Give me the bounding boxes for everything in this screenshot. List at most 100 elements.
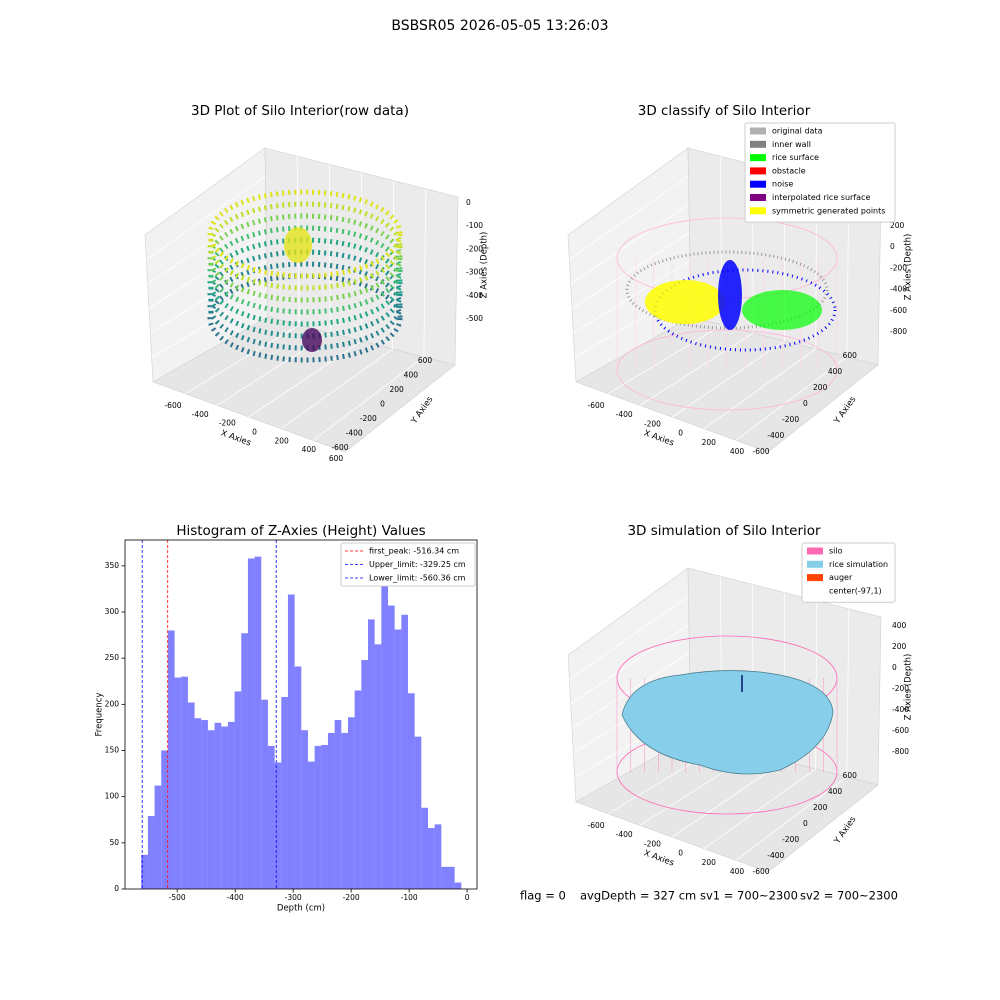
y-tick-label: 0: [114, 884, 119, 893]
y-tick-label: 100: [105, 792, 120, 801]
bar: [234, 691, 242, 889]
bar: [287, 594, 295, 889]
bar: [207, 730, 215, 889]
y-tick-label: 0: [380, 400, 385, 409]
legend-label: Upper_limit: -329.25 cm: [369, 560, 466, 569]
z-tick-label: -400: [892, 705, 909, 714]
z-tick-label: 200: [892, 642, 907, 651]
axis-label: Z Axies (Depth): [480, 232, 490, 299]
x-tick-label: 400: [730, 867, 745, 876]
bar: [194, 718, 202, 889]
legend-swatch: [750, 154, 766, 162]
x-tick-label: -600: [587, 821, 604, 830]
z-tick-label: -200: [892, 684, 909, 693]
bar: [367, 619, 375, 889]
z-tick-label: -500: [466, 314, 483, 323]
y-tick-label: 300: [105, 607, 120, 616]
pane: [575, 736, 879, 873]
legend-swatch: [750, 207, 766, 215]
bar: [441, 866, 449, 889]
y-tick-label: -600: [331, 443, 348, 452]
y-tick-label: -200: [782, 415, 799, 424]
bar: [414, 736, 422, 889]
bar: [387, 605, 395, 889]
bar: [274, 762, 282, 889]
legend-swatch: [750, 167, 766, 175]
point-ring: [207, 237, 403, 327]
x-tick-label: -600: [587, 401, 604, 410]
x-tick-label: 0: [252, 428, 257, 437]
bar: [241, 633, 248, 889]
x-tick-label: -400: [616, 830, 633, 839]
legend-box: [744, 122, 896, 223]
legend-swatch: [750, 194, 766, 201]
legend-swatch: [750, 140, 766, 148]
bar: [261, 699, 268, 889]
legend-label: noise: [772, 180, 793, 189]
subplot-title: 3D simulation of Silo Interior: [627, 523, 821, 539]
legend-label: symmetric generated points: [772, 206, 885, 215]
bar: [227, 721, 235, 889]
legend-label: auger: [829, 573, 853, 582]
legend-swatch: [750, 180, 766, 188]
bar: [394, 629, 402, 889]
legend-swatch: [807, 560, 823, 568]
z-tick-label: -300: [466, 268, 483, 277]
axis-label: Y Axies: [832, 814, 859, 846]
bar: [401, 614, 408, 889]
point-ring: [207, 225, 403, 315]
bar: [381, 575, 388, 889]
bar: [321, 744, 328, 889]
x-tick-label: 200: [275, 436, 290, 445]
y-tick-label: 200: [390, 385, 405, 394]
point-ring: [625, 250, 829, 330]
rice-surface: [621, 670, 834, 775]
bar: [141, 854, 148, 889]
y-tick-label: 600: [843, 351, 858, 360]
z-tick-label: -800: [892, 747, 909, 756]
bar: [454, 882, 462, 889]
point-cluster: [742, 290, 822, 330]
x-tick-label: -400: [192, 410, 209, 419]
y-tick-label: -200: [360, 414, 377, 423]
z-tick-label: -600: [892, 726, 909, 735]
legend-label: obstacle: [772, 166, 806, 175]
legend-label: first_peak: -516.34 cm: [369, 547, 459, 556]
pane-grid: [569, 595, 689, 680]
bar: [147, 816, 155, 889]
x-tick-label: -200: [219, 419, 236, 428]
bar: [341, 732, 348, 889]
x-tick-label: -600: [164, 401, 181, 410]
y-tick-label: -200: [782, 835, 799, 844]
x-tick-label: -400: [227, 893, 244, 902]
y-tick-label: 250: [105, 653, 120, 662]
x-tick-label: 0: [678, 429, 683, 438]
bar: [307, 761, 315, 889]
legend-label: interpolated rice surface: [772, 193, 870, 202]
subplot-title: 3D classify of Silo Interior: [638, 103, 811, 119]
axes-frame: [124, 539, 478, 890]
pane-grid: [607, 324, 723, 395]
legend-label: inner wall: [772, 140, 811, 149]
x-tick-label: -500: [169, 893, 186, 902]
bar: [407, 693, 415, 889]
legend-box: [801, 542, 896, 603]
bar: [187, 702, 195, 889]
z-tick-label: -400: [466, 291, 483, 300]
bar: [254, 556, 262, 889]
z-tick-label: 0: [466, 198, 471, 207]
bar: [301, 730, 308, 889]
x-tick-label: 600: [329, 454, 344, 463]
pane-grid: [328, 164, 331, 334]
point-ring: [207, 201, 403, 291]
y-tick-label: -600: [752, 867, 769, 876]
axis-label: Z Axies (Depth): [904, 654, 914, 721]
bar: [361, 660, 368, 889]
bar: [247, 558, 255, 889]
x-tick-label: -200: [644, 839, 661, 848]
y-tick-label: 600: [418, 356, 433, 365]
bar: [448, 866, 455, 889]
x-tick-label: 400: [730, 447, 745, 456]
z-tick-label: 200: [890, 221, 905, 230]
